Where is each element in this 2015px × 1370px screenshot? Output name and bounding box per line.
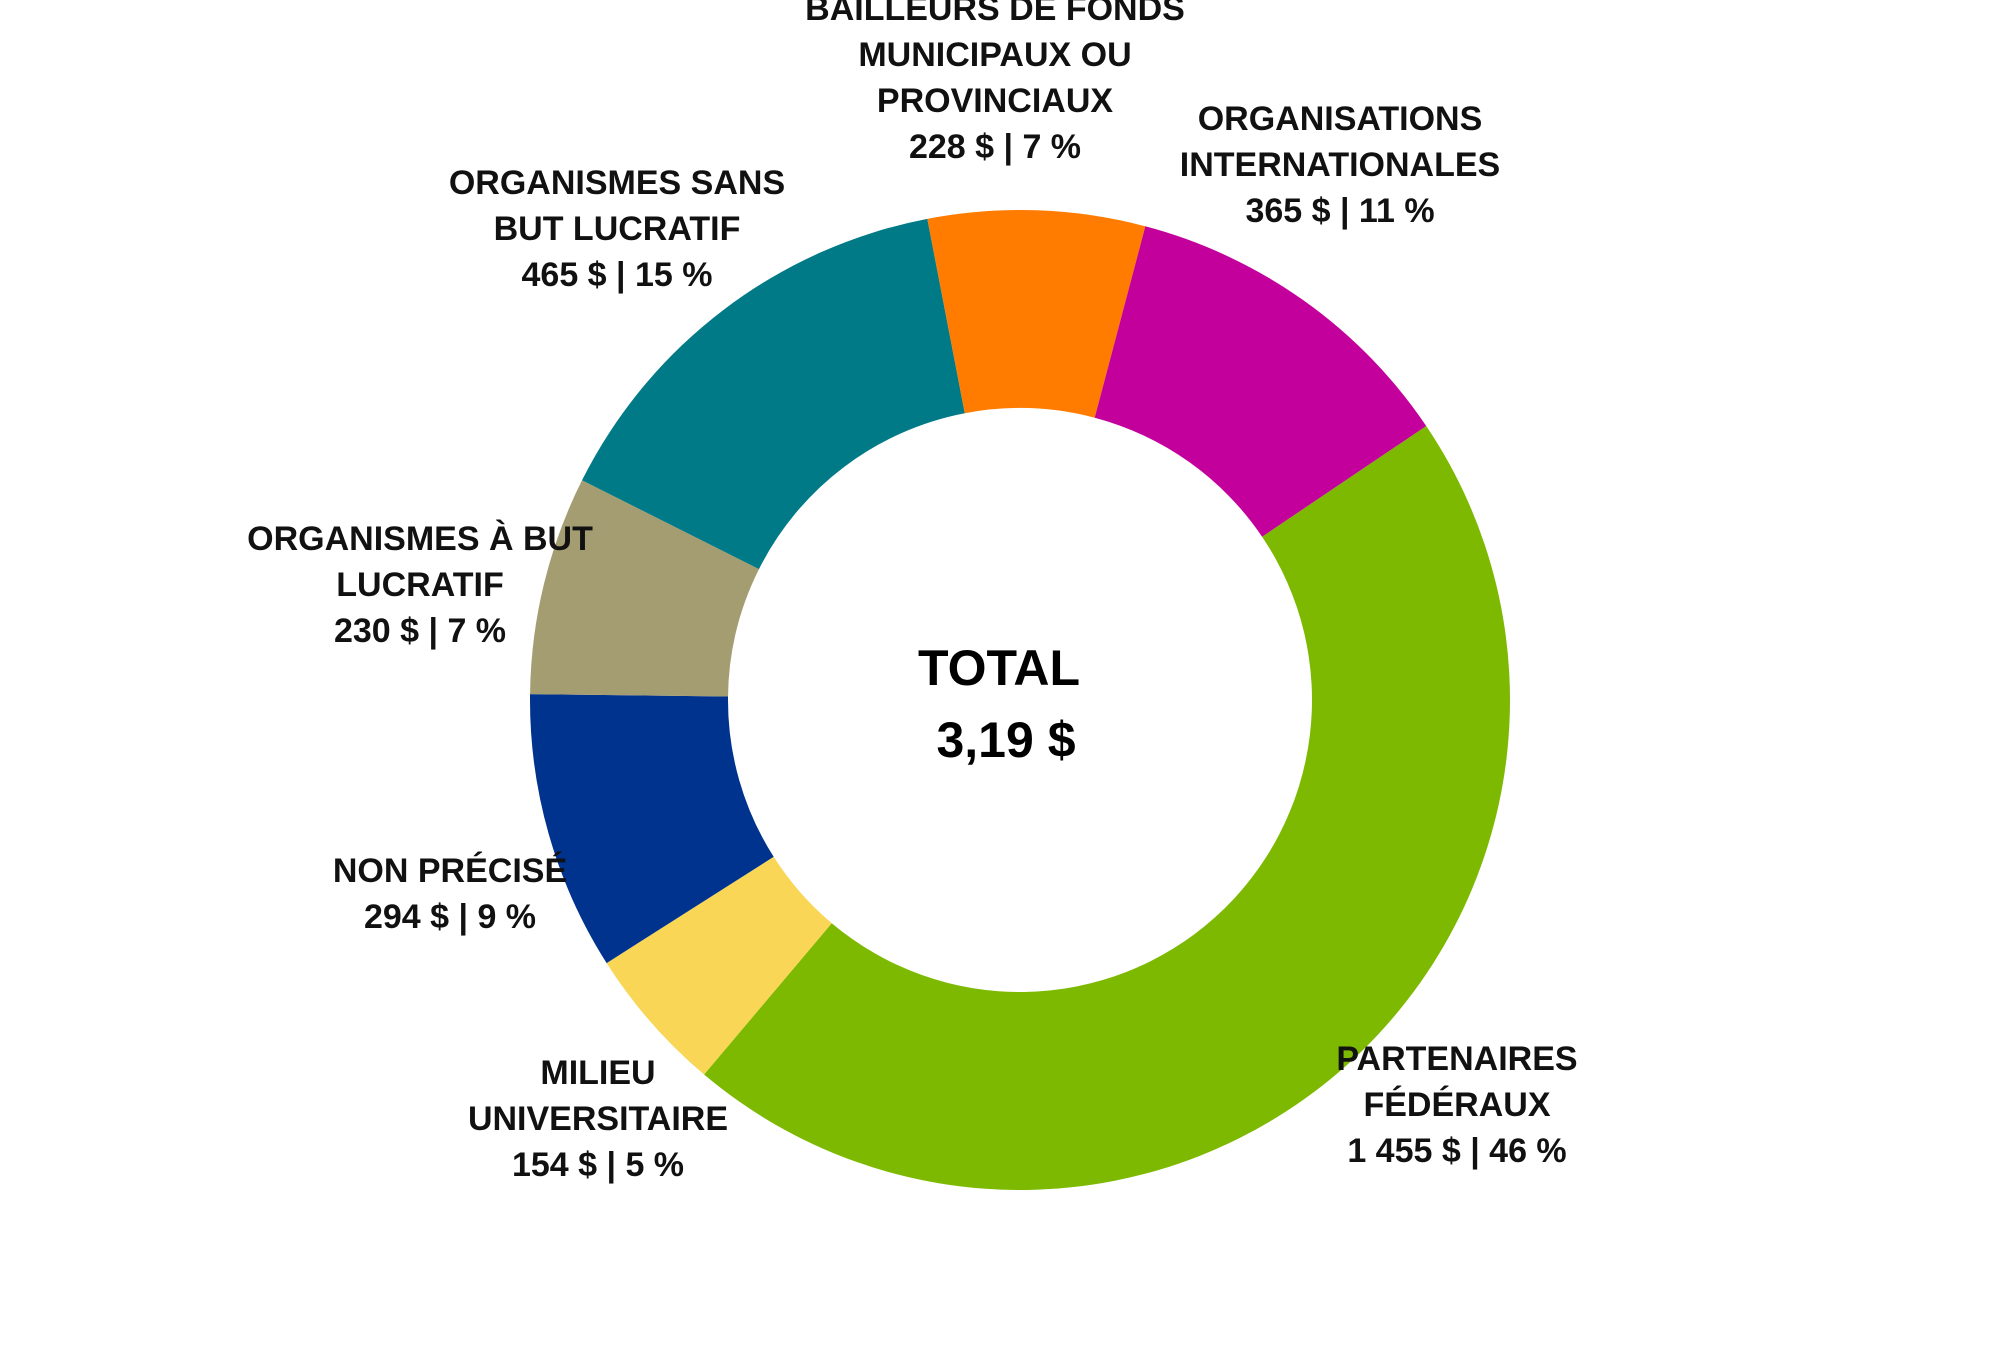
slice-organisations-internationales (1094, 226, 1427, 537)
label-value-text: 154 $ | 5 % (512, 1146, 684, 1184)
label-line: ORGANISMES SANS (449, 164, 785, 202)
label-non-precise: NON PRÉCISÉ 294 $ | 9 % (333, 852, 567, 936)
slice-non-precise (530, 694, 774, 964)
slices-group (530, 210, 1510, 1190)
label-line: BAILLEURS DE FONDS (805, 0, 1185, 28)
slice-milieu-universitaire (606, 856, 832, 1075)
label-value-text: 1 455 $ | 46 % (1347, 1132, 1566, 1170)
slice-bailleurs-de-fonds (927, 210, 1146, 418)
label-line: UNIVERSITAIRE (468, 1100, 728, 1138)
label-line: INTERNATIONALES (1180, 146, 1500, 184)
label-line: PROVINCIAUX (877, 82, 1113, 120)
label-value-text: 230 $ | 7 % (334, 612, 506, 650)
label-value-text: 465 $ | 15 % (522, 256, 713, 294)
label-organismes-sans-but-lucratif: ORGANISMES SANS BUT LUCRATIF 465 $ | 15 % (449, 164, 785, 294)
label-value-text: 365 $ | 11 % (1245, 192, 1434, 230)
slice-organismes-but-lucratif (530, 480, 759, 697)
label-line: ORGANISMES À BUT (247, 520, 593, 558)
label-value-text: 228 $ | 7 % (909, 128, 1081, 166)
label-line: NON PRÉCISÉ (333, 852, 567, 890)
label-line: LUCRATIF (336, 566, 503, 604)
slice-partenaires-federaux (704, 425, 1510, 1190)
slice-organismes-sans-but-lucratif (582, 218, 965, 570)
label-line: MILIEU (540, 1054, 655, 1092)
label-milieu-universitaire: MILIEU UNIVERSITAIRE 154 $ | 5 % (468, 1054, 728, 1184)
label-line: MUNICIPAUX OU (858, 36, 1131, 74)
center-total-title: TOTAL (918, 640, 1080, 696)
label-line: BUT LUCRATIF (494, 210, 741, 248)
label-organisations-internationales: ORGANISATIONS INTERNATIONALES 365 $ | 11 % (1180, 100, 1500, 230)
label-bailleurs-de-fonds: BAILLEURS DE FONDS MUNICIPAUX OU PROVINCIA… (805, 0, 1185, 166)
label-organismes-but-lucratif: ORGANISMES À BUT LUCRATIF 230 $ | 7 % (247, 520, 593, 650)
label-line: ORGANISATIONS (1198, 100, 1483, 138)
center-total-value: 3,19 $ (936, 712, 1075, 768)
label-value-text: 294 $ | 9 % (364, 898, 536, 936)
label-partenaires-federaux: PARTENAIRES FÉDÉRAUX 1 455 $ | 46 % (1336, 1040, 1577, 1170)
label-line: FÉDÉRAUX (1363, 1086, 1550, 1124)
labels-group: PARTENAIRES FÉDÉRAUX 1 455 $ | 46 % MILIEU U… (247, 0, 1577, 1184)
label-line: PARTENAIRES (1336, 1040, 1577, 1078)
